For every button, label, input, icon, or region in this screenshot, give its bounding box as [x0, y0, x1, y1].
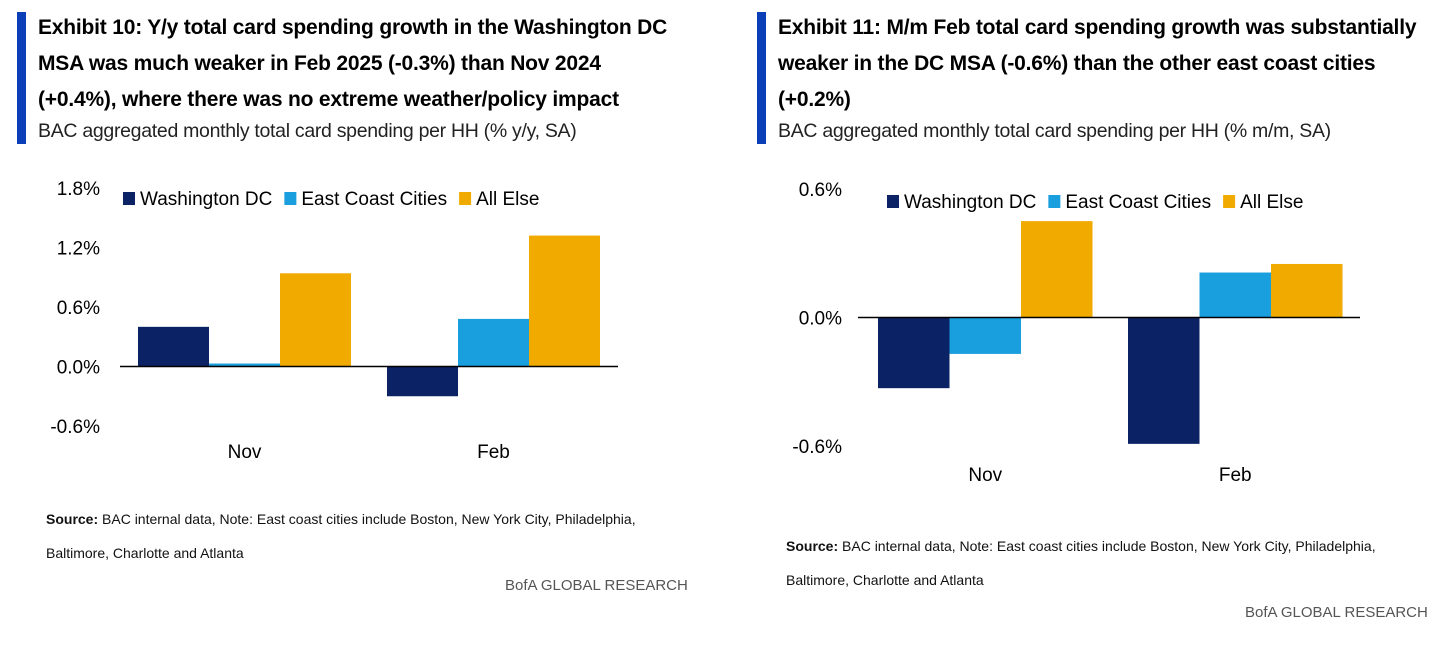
x-category-label: Feb [477, 442, 510, 463]
title-block: Exhibit 10: Y/y total card spending grow… [38, 10, 678, 144]
title-line: (+0.2%) [778, 88, 851, 111]
legend-label: East Coast Cities [1065, 192, 1211, 213]
accent-bar [757, 12, 766, 144]
footer-credit: BofA GLOBAL RESEARCH [1245, 604, 1428, 621]
source-line: BAC internal data, Note: East coast citi… [842, 538, 1376, 554]
bar-washington-dc-feb [1128, 317, 1200, 444]
exhibit-subtitle: BAC aggregated monthly total card spendi… [38, 120, 577, 142]
y-tick-label: 1.2% [57, 239, 100, 260]
legend-swatch [459, 192, 472, 205]
source-line: Baltimore, Charlotte and Atlanta [46, 545, 244, 561]
bar-east-coast-cities-nov [209, 363, 280, 367]
bar-east-coast-cities-feb [1199, 272, 1271, 318]
bar-east-coast-cities-feb [458, 318, 529, 367]
title-line: (+0.4%), where there was no extreme weat… [38, 88, 619, 111]
x-category-label: Nov [968, 465, 1002, 486]
y-tick-label: -0.6% [50, 417, 100, 438]
bar-all-else-nov [280, 273, 351, 367]
source-label: Source: [786, 538, 839, 554]
source-line: BAC internal data, Note: East coast citi… [102, 511, 636, 527]
legend-label: All Else [1240, 192, 1303, 213]
bar-east-coast-cities-nov [949, 317, 1021, 354]
bar-all-else-feb [1271, 263, 1343, 318]
source-line: Baltimore, Charlotte and Atlanta [786, 572, 984, 588]
footer-credit: BofA GLOBAL RESEARCH [505, 577, 688, 594]
legend-label: All Else [476, 189, 539, 210]
y-tick-label: 0.0% [799, 309, 842, 330]
bar-all-else-nov [1021, 221, 1093, 318]
y-tick-label: 0.0% [57, 358, 100, 379]
bar-all-else-feb [529, 235, 600, 367]
exhibit-title: Exhibit 11: M/m Feb total card spending … [778, 10, 1418, 118]
y-tick-label: 1.8% [57, 179, 100, 200]
y-tick-label: 0.6% [799, 180, 842, 201]
exhibit-10: Exhibit 10: Y/y total card spending grow… [0, 0, 700, 654]
legend-swatch [1223, 195, 1236, 208]
title-block: Exhibit 11: M/m Feb total card spending … [778, 10, 1418, 144]
title-line: Exhibit 10: Y/y total card spending grow… [38, 16, 668, 39]
title-line: weaker in the DC MSA (-0.6%) than the ot… [778, 52, 1376, 75]
x-category-label: Feb [1219, 465, 1252, 486]
exhibit-title: Exhibit 10: Y/y total card spending grow… [38, 10, 678, 118]
source-label: Source: [46, 511, 99, 527]
bar-chart: 0.6% 0.0% -0.6% Nov Feb Washington DC East Coa… [792, 180, 1360, 486]
legend-swatch [887, 195, 899, 208]
title-line: Exhibit 11: M/m Feb total card spending … [778, 16, 1417, 39]
legend-swatch [1048, 195, 1061, 208]
source-note: Source: BAC internal data, Note: East co… [786, 529, 1426, 597]
legend-swatch [284, 192, 297, 205]
bar-washington-dc-nov [878, 317, 950, 389]
legend-label: Washington DC [904, 192, 1036, 213]
exhibit-subtitle: BAC aggregated monthly total card spendi… [778, 120, 1331, 142]
bar-chart: 1.8% 1.2% 0.6% 0.0% -0.6% Nov Feb Washington DC… [50, 179, 618, 463]
title-line: MSA was much weaker in Feb 2025 (-0.3%) … [38, 52, 601, 75]
bar-washington-dc-feb [387, 366, 458, 397]
legend-label: Washington DC [140, 189, 272, 210]
source-note: Source: BAC internal data, Note: East co… [46, 502, 686, 570]
legend-label: East Coast Cities [301, 189, 447, 210]
x-category-label: Nov [228, 442, 262, 463]
legend-swatch [123, 192, 135, 205]
exhibit-11: Exhibit 11: M/m Feb total card spending … [740, 0, 1456, 654]
y-tick-label: -0.6% [792, 437, 842, 458]
y-tick-label: 0.6% [57, 298, 100, 319]
bar-washington-dc-nov [138, 326, 209, 367]
accent-bar [17, 12, 26, 144]
